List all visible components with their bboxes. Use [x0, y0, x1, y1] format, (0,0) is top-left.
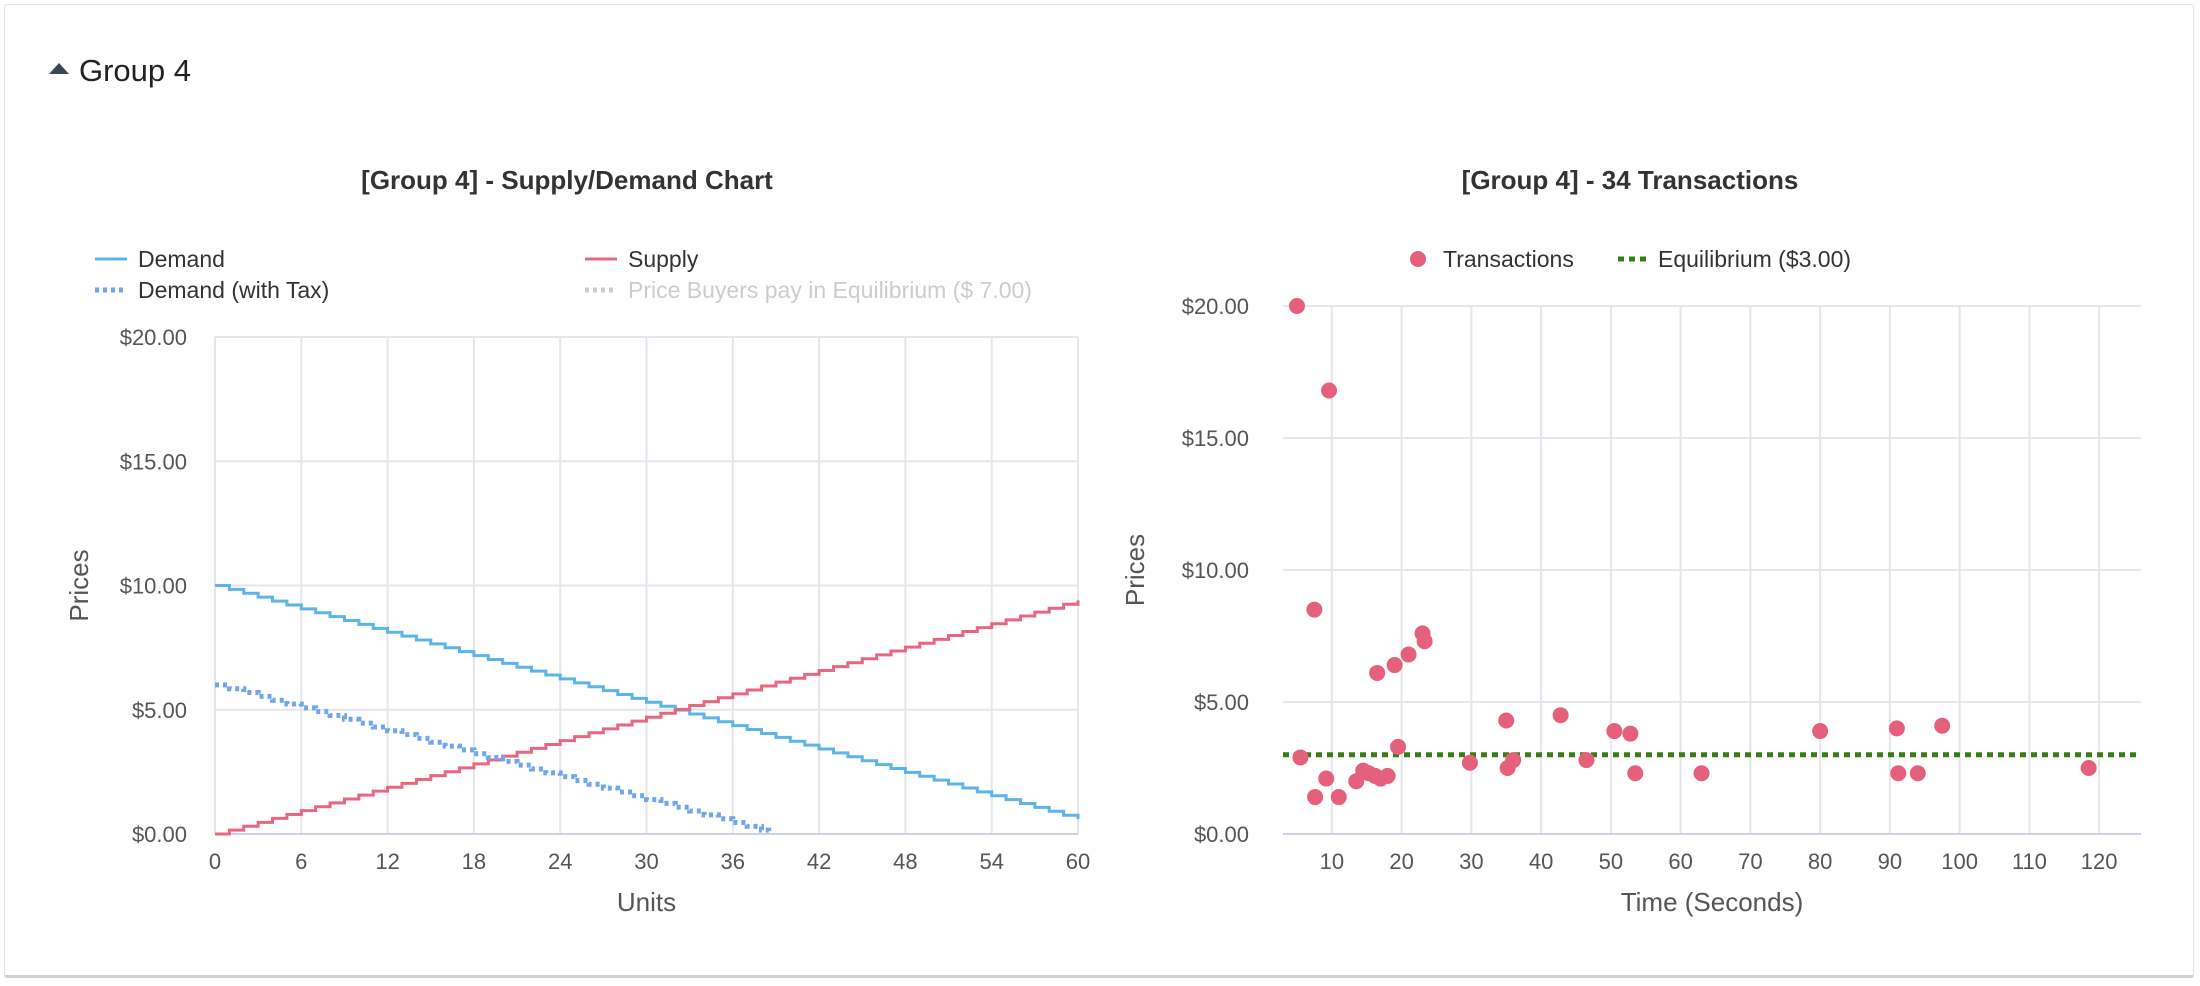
transaction-point [1622, 725, 1639, 742]
y-tick-label: $20.00 [1182, 294, 1249, 319]
demand-with-tax-line [215, 682, 772, 834]
supply-demand-chart: [Group 4] - Supply/Demand Chart 0 6 12 18 24 3… [64, 165, 1090, 917]
x-tick-label: 30 [634, 849, 658, 874]
transaction-point [1288, 298, 1305, 314]
demand-line [215, 584, 1080, 820]
x-tick-label: 120 [2081, 849, 2118, 874]
y-axis-title: Prices [1120, 534, 1150, 606]
transaction-point [1386, 657, 1403, 674]
transaction-point [1306, 601, 1323, 618]
chart-title: [Group 4] - Supply/Demand Chart [361, 165, 773, 195]
transaction-point [2080, 760, 2097, 776]
x-tick-label: 90 [1878, 849, 1902, 874]
group-title: Group 4 [79, 53, 192, 88]
caret-up-icon [49, 62, 69, 74]
group-panel: Group 4 [4, 4, 2194, 978]
legend-label: Equilibrium ($3.00) [1658, 246, 1851, 272]
x-tick-label: 24 [548, 849, 572, 874]
legend-label: Supply [628, 246, 699, 272]
transactions-chart: [Group 4] - 34 Transactions 10 20 30 40 50 60 7… [1120, 165, 2141, 917]
transaction-point [1321, 382, 1338, 399]
transaction-point [1693, 765, 1710, 782]
x-tick-label: 48 [893, 849, 917, 874]
transaction-point [1812, 723, 1829, 740]
y-axis-title: Prices [64, 549, 94, 621]
x-tick-label: 100 [1941, 849, 1978, 874]
transaction-point [1498, 712, 1515, 729]
y-tick-label: $10.00 [120, 574, 187, 599]
transaction-point [1606, 723, 1623, 740]
transaction-point [1416, 633, 1433, 650]
x-tick-label: 60 [1066, 849, 1090, 874]
y-tick-label: $0.00 [132, 822, 187, 847]
transaction-point [1400, 646, 1417, 663]
transaction-point [1307, 789, 1324, 806]
transaction-point [1627, 765, 1644, 782]
x-tick-label: 12 [375, 849, 399, 874]
transaction-point [1934, 717, 1951, 734]
transaction-point [1330, 789, 1347, 806]
x-tick-label: 42 [807, 849, 831, 874]
transaction-point [1505, 752, 1522, 769]
transaction-point [1890, 765, 1907, 782]
x-tick-label: 80 [1808, 849, 1832, 874]
legend-swatch [1410, 251, 1426, 267]
x-tick-label: 110 [2012, 849, 2047, 874]
transaction-point [1390, 738, 1407, 755]
transaction-point [1909, 765, 1926, 782]
x-tick-label: 70 [1738, 849, 1762, 874]
x-tick-label: 0 [209, 849, 221, 874]
x-tick-label: 36 [721, 849, 745, 874]
x-tick-label: 60 [1668, 849, 1692, 874]
legend-label: Price Buyers pay in Equilibrium ($ 7.00) [628, 277, 1032, 303]
transaction-point [1318, 770, 1335, 787]
chart-title: [Group 4] - 34 Transactions [1462, 165, 1799, 195]
x-tick-label: 6 [295, 849, 307, 874]
x-tick-label: 40 [1529, 849, 1553, 874]
y-tick-label: $15.00 [1182, 426, 1249, 451]
group-toggle[interactable]: Group 4 [49, 53, 191, 89]
transaction-point [1461, 754, 1478, 771]
x-tick-label: 30 [1459, 849, 1483, 874]
transaction-point [1552, 707, 1569, 724]
legend-label: Demand (with Tax) [138, 277, 329, 303]
x-tick-label: 54 [979, 849, 1003, 874]
y-tick-label: $10.00 [1182, 558, 1249, 583]
legend-label: Transactions [1443, 246, 1574, 272]
transaction-point [1369, 664, 1386, 681]
x-axis-title: Units [617, 887, 676, 917]
legend-label: Demand [138, 246, 225, 272]
y-tick-label: $15.00 [120, 449, 187, 474]
y-tick-label: $5.00 [1194, 690, 1249, 715]
transaction-point [1578, 752, 1595, 769]
y-tick-label: $20.00 [120, 325, 187, 350]
transaction-point [1888, 720, 1905, 737]
supply-line [215, 600, 1080, 836]
x-tick-label: 10 [1320, 849, 1344, 874]
x-tick-label: 50 [1599, 849, 1623, 874]
x-tick-label: 18 [462, 849, 486, 874]
transaction-point [1292, 749, 1309, 766]
y-tick-label: $0.00 [1194, 822, 1249, 847]
x-axis-title: Time (Seconds) [1621, 887, 1804, 917]
transaction-point [1379, 767, 1396, 784]
y-tick-label: $5.00 [132, 698, 187, 723]
x-tick-label: 20 [1389, 849, 1413, 874]
